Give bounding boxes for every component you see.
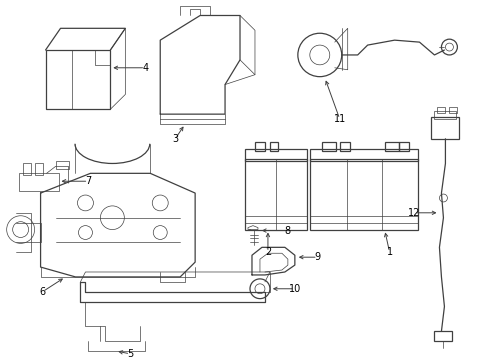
Bar [45, 50, 110, 109]
Text: 3: 3 [172, 134, 178, 144]
Text: 4: 4 [142, 63, 148, 73]
Bar [437, 107, 445, 113]
Bar [339, 142, 349, 150]
Bar [384, 142, 398, 150]
Text: 1: 1 [386, 247, 392, 257]
Bar [433, 111, 455, 119]
Bar [433, 331, 451, 341]
Bar [244, 158, 306, 230]
Bar [35, 163, 42, 175]
Bar [19, 173, 59, 191]
Bar [269, 142, 277, 150]
Text: 9: 9 [314, 252, 320, 262]
Text: 7: 7 [85, 176, 91, 186]
Bar [430, 117, 458, 139]
Bar [244, 149, 306, 161]
Text: 12: 12 [407, 208, 420, 218]
Bar [22, 163, 31, 175]
Bar [398, 142, 407, 150]
Bar [321, 142, 335, 150]
Bar [254, 142, 264, 150]
Text: 8: 8 [284, 226, 290, 235]
Bar [309, 149, 417, 161]
Text: 6: 6 [40, 287, 45, 297]
Text: 10: 10 [288, 284, 301, 294]
Text: 2: 2 [264, 247, 270, 257]
Text: 11: 11 [333, 114, 345, 124]
Bar [56, 162, 69, 170]
Text: 5: 5 [127, 349, 133, 359]
Bar [448, 107, 456, 113]
Bar [309, 158, 417, 230]
